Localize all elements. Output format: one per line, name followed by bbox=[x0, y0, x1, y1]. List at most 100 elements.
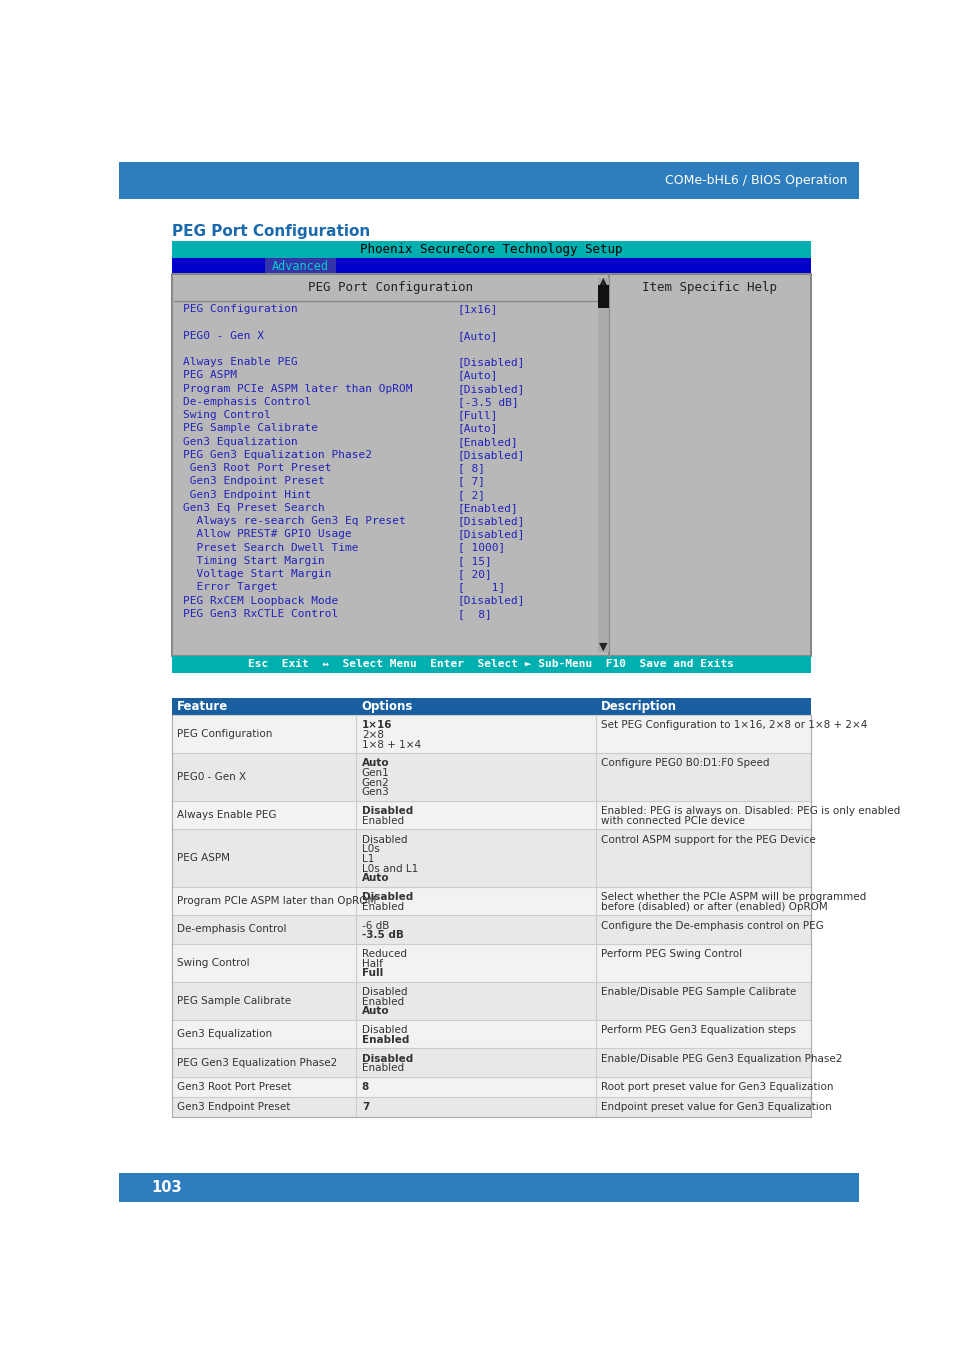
Text: -3.5 dB: -3.5 dB bbox=[361, 931, 403, 940]
Text: Gen3 Equalization: Gen3 Equalization bbox=[177, 1029, 273, 1039]
Text: Gen3 Endpoint Preset: Gen3 Endpoint Preset bbox=[183, 477, 324, 486]
Text: Disabled: Disabled bbox=[361, 1025, 407, 1035]
Bar bbox=[172, 982, 810, 1020]
Text: [-3.5 dB]: [-3.5 dB] bbox=[457, 397, 518, 407]
Text: [Disabled]: [Disabled] bbox=[457, 357, 525, 367]
Bar bbox=[172, 715, 810, 753]
Text: Item Specific Help: Item Specific Help bbox=[641, 281, 777, 295]
Text: [ 20]: [ 20] bbox=[457, 569, 491, 580]
Text: Gen3 Root Port Preset: Gen3 Root Port Preset bbox=[183, 463, 331, 473]
Text: Perform PEG Gen3 Equalization steps: Perform PEG Gen3 Equalization steps bbox=[600, 1025, 796, 1035]
Text: ▲: ▲ bbox=[598, 277, 607, 286]
Text: ▼: ▼ bbox=[598, 642, 607, 651]
Text: Enabled: PEG is always on. Disabled: PEG is only enabled: Enabled: PEG is always on. Disabled: PEG… bbox=[600, 807, 900, 816]
Text: Auto: Auto bbox=[361, 758, 389, 769]
Text: Feature: Feature bbox=[177, 700, 229, 713]
Bar bbox=[172, 698, 810, 715]
Bar bbox=[172, 1077, 810, 1097]
Bar bbox=[172, 886, 810, 915]
Bar bbox=[172, 753, 810, 801]
Text: Set PEG Configuration to 1×16, 2×8 or 1×8 + 2×4: Set PEG Configuration to 1×16, 2×8 or 1×… bbox=[600, 720, 867, 731]
Text: Enable/Disable PEG Sample Calibrate: Enable/Disable PEG Sample Calibrate bbox=[600, 988, 796, 997]
Text: Preset Search Dwell Time: Preset Search Dwell Time bbox=[183, 543, 358, 553]
Text: [  8]: [ 8] bbox=[457, 609, 491, 619]
Text: [ 8]: [ 8] bbox=[457, 463, 484, 473]
Text: [ 15]: [ 15] bbox=[457, 555, 491, 566]
Text: 103: 103 bbox=[152, 1181, 182, 1196]
Text: [Auto]: [Auto] bbox=[457, 370, 497, 381]
Text: 1×8 + 1×4: 1×8 + 1×4 bbox=[361, 739, 420, 750]
Text: Gen3 Endpoint Hint: Gen3 Endpoint Hint bbox=[183, 489, 311, 500]
Text: [ 1000]: [ 1000] bbox=[457, 543, 505, 553]
Text: Gen3 Equalization: Gen3 Equalization bbox=[183, 436, 297, 447]
Bar bbox=[172, 1048, 810, 1077]
Text: Allow PREST# GPIO Usage: Allow PREST# GPIO Usage bbox=[183, 530, 352, 539]
Bar bbox=[172, 655, 810, 673]
Text: L1: L1 bbox=[361, 854, 374, 865]
Text: Auto: Auto bbox=[361, 1006, 389, 1016]
Text: PEG Configuration: PEG Configuration bbox=[183, 304, 297, 315]
Bar bbox=[172, 915, 810, 943]
Text: 1×16: 1×16 bbox=[361, 720, 392, 731]
Text: PEG ASPM: PEG ASPM bbox=[183, 370, 236, 381]
Text: 7: 7 bbox=[361, 1102, 369, 1112]
Text: De-emphasis Control: De-emphasis Control bbox=[177, 924, 287, 935]
Text: Always Enable PEG: Always Enable PEG bbox=[177, 811, 276, 820]
Text: PEG Gen3 Equalization Phase2: PEG Gen3 Equalization Phase2 bbox=[183, 450, 372, 459]
Text: [1x16]: [1x16] bbox=[457, 304, 497, 315]
Text: Configure the De-emphasis control on PEG: Configure the De-emphasis control on PEG bbox=[600, 920, 823, 931]
Text: -6 dB: -6 dB bbox=[361, 920, 389, 931]
Text: Half: Half bbox=[361, 959, 382, 969]
Bar bbox=[172, 943, 810, 982]
Text: [Enabled]: [Enabled] bbox=[457, 436, 518, 447]
Text: Root port preset value for Gen3 Equalization: Root port preset value for Gen3 Equaliza… bbox=[600, 1082, 833, 1092]
Bar bbox=[172, 274, 810, 655]
Text: Gen3 Root Port Preset: Gen3 Root Port Preset bbox=[177, 1082, 292, 1092]
Text: [Disabled]: [Disabled] bbox=[457, 384, 525, 393]
Text: Gen3 Endpoint Preset: Gen3 Endpoint Preset bbox=[177, 1102, 291, 1112]
Text: [Auto]: [Auto] bbox=[457, 423, 497, 434]
Bar bbox=[598, 285, 608, 308]
Text: Program PCIe ASPM later than OpROM: Program PCIe ASPM later than OpROM bbox=[177, 896, 376, 907]
Text: [Full]: [Full] bbox=[457, 411, 497, 420]
Text: PEG0 - Gen X: PEG0 - Gen X bbox=[177, 771, 246, 782]
Text: Enabled: Enabled bbox=[361, 1035, 409, 1044]
Bar bbox=[265, 258, 335, 274]
Text: PEG Port Configuration: PEG Port Configuration bbox=[308, 281, 473, 295]
Bar bbox=[172, 1020, 810, 1048]
Text: PEG RxCEM Loopback Mode: PEG RxCEM Loopback Mode bbox=[183, 596, 337, 605]
Text: [ 2]: [ 2] bbox=[457, 489, 484, 500]
Text: [Disabled]: [Disabled] bbox=[457, 596, 525, 605]
Text: Always Enable PEG: Always Enable PEG bbox=[183, 357, 297, 367]
Text: Always re-search Gen3 Eq Preset: Always re-search Gen3 Eq Preset bbox=[183, 516, 405, 526]
Text: Disabled: Disabled bbox=[361, 835, 407, 844]
Text: Description: Description bbox=[600, 700, 677, 713]
Text: Esc  Exit  ↔  Select Menu  Enter  Select ► Sub-Menu  F10  Save and Exits: Esc Exit ↔ Select Menu Enter Select ► Su… bbox=[248, 659, 734, 669]
Text: PEG Configuration: PEG Configuration bbox=[177, 730, 273, 739]
Text: PEG Gen3 Equalization Phase2: PEG Gen3 Equalization Phase2 bbox=[177, 1058, 337, 1067]
Bar bbox=[172, 801, 810, 830]
Text: Disabled: Disabled bbox=[361, 1054, 413, 1063]
Text: [Disabled]: [Disabled] bbox=[457, 530, 525, 539]
Text: Swing Control: Swing Control bbox=[183, 411, 271, 420]
Text: [Disabled]: [Disabled] bbox=[457, 450, 525, 459]
Text: 8: 8 bbox=[361, 1082, 369, 1092]
Text: Program PCIe ASPM later than OpROM: Program PCIe ASPM later than OpROM bbox=[183, 384, 412, 393]
Text: PEG Sample Calibrate: PEG Sample Calibrate bbox=[177, 996, 292, 1006]
Text: Gen1: Gen1 bbox=[361, 769, 389, 778]
Text: Options: Options bbox=[361, 700, 413, 713]
Text: Control ASPM support for the PEG Device: Control ASPM support for the PEG Device bbox=[600, 835, 815, 844]
Text: [Enabled]: [Enabled] bbox=[457, 503, 518, 513]
Text: Perform PEG Swing Control: Perform PEG Swing Control bbox=[600, 948, 741, 959]
Text: PEG Port Configuration: PEG Port Configuration bbox=[172, 224, 370, 239]
Text: De-emphasis Control: De-emphasis Control bbox=[183, 397, 311, 407]
Bar bbox=[119, 162, 858, 199]
Text: Gen2: Gen2 bbox=[361, 778, 389, 788]
Text: Full: Full bbox=[361, 969, 383, 978]
Bar bbox=[598, 277, 608, 651]
Text: Enabled: Enabled bbox=[361, 1063, 403, 1074]
Text: [    1]: [ 1] bbox=[457, 582, 505, 592]
Bar bbox=[172, 830, 810, 886]
Text: [Disabled]: [Disabled] bbox=[457, 516, 525, 526]
Text: COMe-bHL6 / BIOS Operation: COMe-bHL6 / BIOS Operation bbox=[664, 174, 847, 186]
